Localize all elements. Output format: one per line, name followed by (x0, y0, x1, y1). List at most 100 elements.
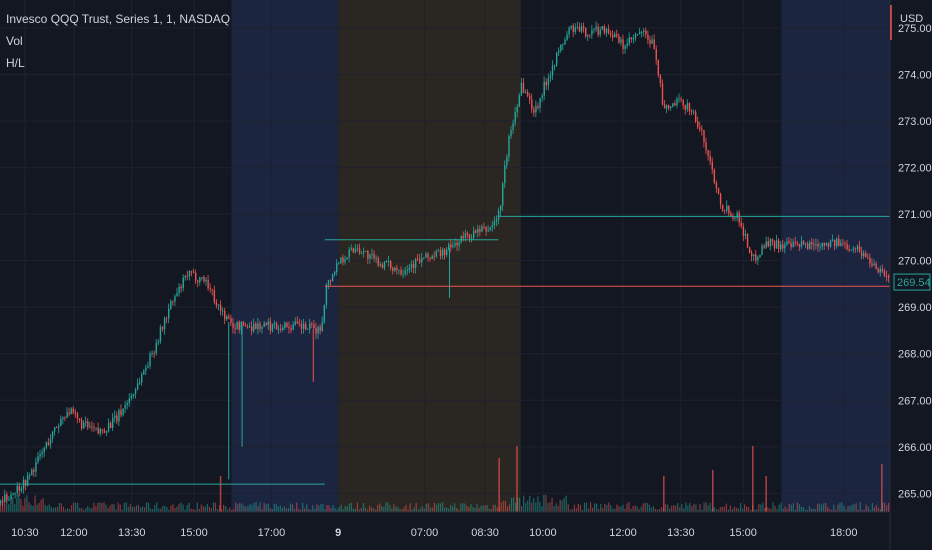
volume-bar (693, 503, 695, 512)
candle-body (827, 243, 830, 247)
candle-body (114, 415, 116, 418)
candle-body (470, 238, 473, 239)
candle-body (76, 413, 79, 419)
volume-bar (861, 509, 863, 512)
candle-body (663, 104, 666, 109)
volume-bar (291, 504, 294, 512)
volume-bar (810, 508, 813, 512)
high-low-indicator-label[interactable]: H/L (6, 56, 25, 70)
volume-bar (24, 498, 26, 512)
candle-body (394, 267, 396, 271)
candle-body (284, 322, 286, 328)
volume-bar (117, 502, 119, 512)
volume-bar (849, 505, 851, 512)
candle-body (753, 254, 755, 256)
volume-bar (660, 507, 663, 512)
volume-bar (200, 504, 202, 512)
volume-bar (186, 505, 188, 512)
price-tick-label: 267.00 (898, 395, 932, 407)
candle-body (244, 325, 247, 327)
volume-bar (806, 509, 809, 512)
candle-body (238, 322, 240, 330)
volume-indicator-label[interactable]: Vol (6, 34, 23, 48)
candle-body (217, 304, 220, 306)
volume-bar (150, 508, 152, 512)
candle-body (443, 249, 446, 255)
candle-body (89, 426, 91, 428)
volume-bar (768, 508, 770, 512)
candle-body (163, 318, 166, 330)
candle-body (280, 328, 282, 330)
candle-body (203, 276, 205, 282)
volume-bar (587, 508, 590, 512)
volume-bar (354, 508, 356, 512)
candle-body (804, 243, 807, 245)
volume-bar (750, 509, 752, 512)
chart-legend: Invesco QQQ Trust, Series 1, 1, NASDAQ V… (6, 8, 230, 74)
candle-body (645, 30, 647, 35)
candle-body (427, 253, 429, 258)
candle-body (259, 323, 261, 329)
candle-body (587, 34, 589, 37)
volume-bar (521, 506, 523, 512)
candle-body (134, 389, 137, 395)
volume-bar (821, 504, 823, 512)
volume-bar (190, 508, 192, 512)
candle-body (197, 280, 199, 283)
volume-bar (683, 508, 685, 512)
candle-body (595, 26, 597, 30)
candle-body (670, 106, 672, 109)
candle-body (263, 323, 265, 327)
candle-body (717, 188, 720, 194)
candle-body (251, 326, 253, 331)
candle-body (211, 289, 214, 291)
candle-body (97, 427, 99, 434)
candle-body (601, 26, 604, 30)
candle-body (109, 423, 112, 428)
volume-bar (707, 505, 709, 512)
candle-body (614, 34, 616, 38)
volume-bar (429, 507, 431, 512)
volume-bar (182, 504, 184, 512)
volume-bar (340, 504, 342, 512)
volume-bar (450, 504, 452, 512)
candle-body (657, 59, 660, 76)
volume-bar (385, 502, 387, 512)
volume-bar (780, 502, 782, 512)
volume-bar (441, 502, 444, 512)
candle-body (165, 318, 168, 319)
volume-bar (22, 505, 24, 512)
volume-bar (360, 507, 363, 512)
volume-bar (405, 504, 407, 512)
volume-bar (873, 507, 875, 512)
candle-body (93, 427, 95, 429)
volume-bar (143, 507, 146, 512)
volume-bar (555, 503, 557, 512)
volume-bar (591, 507, 594, 512)
volume-bar (737, 508, 740, 512)
volume-bar (760, 504, 762, 512)
candle-body (219, 304, 222, 311)
volume-bar (723, 506, 725, 512)
volume-bar (350, 502, 352, 512)
candle-body (875, 263, 877, 270)
volume-bar (561, 500, 563, 512)
volume-bar (425, 503, 427, 512)
candle-body (367, 251, 369, 259)
candle-body (307, 328, 309, 330)
symbol-title[interactable]: Invesco QQQ Trust, Series 1, 1, NASDAQ (6, 12, 231, 26)
volume-bar (458, 509, 460, 512)
volume-bar (295, 502, 298, 512)
volume-bar (111, 503, 113, 512)
candle-body (580, 26, 583, 32)
candle-body (41, 452, 43, 455)
volume-bar (610, 505, 612, 512)
time-tick-label: 17:00 (258, 527, 286, 539)
candle-body (676, 98, 678, 106)
volume-bar (158, 508, 160, 512)
candle-body (172, 301, 174, 303)
volume-bar (421, 506, 423, 512)
candle-body (641, 31, 643, 33)
